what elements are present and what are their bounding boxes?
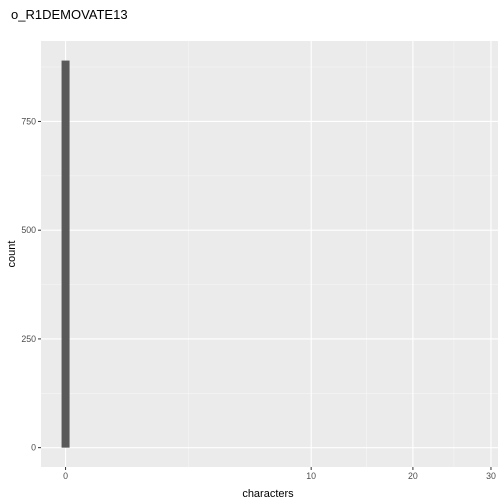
x-tick-label: 0	[63, 471, 68, 481]
x-tick-label: 30	[486, 471, 496, 481]
y-tick-label: 0	[31, 443, 36, 453]
chart-title: o_R1DEMOVATE13	[11, 7, 128, 22]
y-axis: 0 250 500 750	[21, 116, 41, 453]
minor-gridlines	[41, 41, 498, 467]
y-tick-label: 500	[21, 225, 36, 235]
plot-panel	[41, 41, 498, 467]
x-tick-label: 20	[408, 471, 418, 481]
x-axis-title: characters	[242, 488, 294, 500]
x-axis: 0 10 20 30	[63, 467, 496, 481]
y-tick-label: 250	[21, 334, 36, 344]
y-tick-label: 750	[21, 116, 36, 126]
y-axis-title: count	[6, 241, 18, 268]
histogram-bars	[61, 60, 70, 448]
x-tick-label: 10	[306, 471, 316, 481]
histogram-bar	[61, 60, 70, 448]
